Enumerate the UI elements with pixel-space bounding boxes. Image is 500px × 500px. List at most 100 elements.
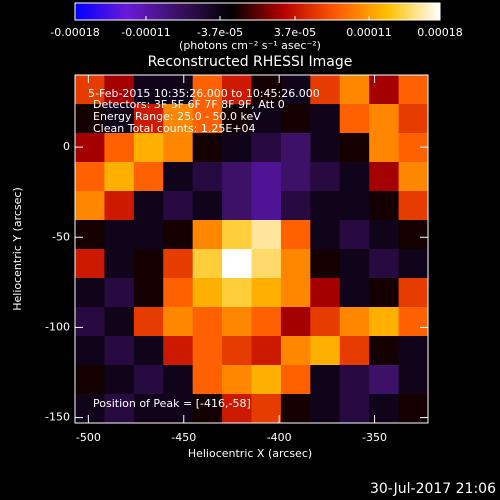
heatmap-cell [280, 220, 311, 250]
heatmap-cell [280, 162, 311, 192]
plot-layer: -0.00018 -0.00011 -3.7e-05 3.7e-05 0.00011 0.… [45, 2, 463, 444]
heatmap-cell [310, 278, 341, 308]
heatmap-cell [369, 307, 400, 337]
heatmap-cell [369, 133, 400, 163]
y-tick-label: -150 [45, 411, 70, 424]
heatmap-cell [310, 162, 341, 192]
heatmap-cell [280, 249, 311, 279]
heatmap-cell [133, 336, 164, 366]
heatmap-cell [133, 365, 164, 395]
heatmap-cell [163, 307, 194, 337]
heatmap-cell [339, 104, 370, 134]
heatmap-cell [163, 75, 194, 105]
heatmap-cell [280, 394, 311, 424]
y-tick-label: -50 [52, 230, 70, 243]
heatmap-cell [222, 394, 252, 424]
heatmap-cell [75, 104, 105, 134]
x-tick-label: -350 [362, 431, 387, 444]
heatmap-cell [222, 104, 252, 134]
heatmap-cell [192, 394, 223, 424]
heatmap-cell [75, 133, 105, 163]
heatmap-cell [398, 336, 429, 366]
heatmap-cell [192, 220, 223, 250]
heatmap-cell [104, 104, 135, 134]
heatmap-cell [280, 104, 311, 134]
heatmap-cell [222, 162, 252, 192]
heatmap-cell [222, 249, 252, 279]
heatmap-cell [163, 394, 194, 424]
heatmap-cell [369, 336, 400, 366]
heatmap-cell [339, 394, 370, 424]
heatmap-cell [133, 104, 164, 134]
heatmap-cell [75, 191, 105, 221]
colorbar-tick-label: -0.00011 [121, 26, 170, 39]
y-axis-label: Heliocentric Y (arcsec) [11, 187, 24, 311]
heatmap-cell [280, 278, 311, 308]
heatmap-cell [369, 191, 400, 221]
annotation: 5-Feb-2015 10:35:26.000 to 10:45:26.000 [88, 87, 320, 100]
heatmap-cell [251, 365, 282, 395]
heatmap-cell [398, 249, 429, 279]
heatmap-cell [280, 307, 311, 337]
x-tick-label: -400 [267, 431, 292, 444]
heatmap-cell [251, 133, 282, 163]
heatmap-cell [133, 191, 164, 221]
heatmap-cell [104, 133, 135, 163]
heatmap-cell [339, 162, 370, 192]
colorbar-tick-label: 0.00011 [346, 26, 392, 39]
heatmap-cell [369, 75, 400, 105]
heatmap-cell [104, 220, 135, 250]
heatmap-cell [251, 191, 282, 221]
chart-title: Reconstructed RHESSI Image [148, 54, 353, 70]
heatmap-cell [133, 278, 164, 308]
heatmap-cell [192, 104, 223, 134]
heatmap-cell [222, 365, 252, 395]
heatmap-cell [104, 162, 135, 192]
heatmap-cell [398, 75, 429, 105]
heatmap-cell [104, 365, 135, 395]
heatmap-cell [75, 278, 105, 308]
heatmap-cell [163, 336, 194, 366]
heatmap-cell [222, 307, 252, 337]
heatmap-cell [192, 249, 223, 279]
heatmap-cell [398, 394, 429, 424]
annotation: Detectors: 3F 5F 6F 7F 8F 9F, Att 0 [93, 98, 285, 111]
heatmap-cell [251, 162, 282, 192]
heatmap-cell [251, 394, 282, 424]
heatmap-cell [339, 307, 370, 337]
heatmap-cell [369, 249, 400, 279]
heatmap-cell [163, 133, 194, 163]
heatmap-cell [104, 278, 135, 308]
heatmap-cell [310, 191, 341, 221]
heatmap-cell [133, 307, 164, 337]
heatmap-cell [163, 162, 194, 192]
heatmap-cell [222, 133, 252, 163]
heatmap-cell [310, 104, 341, 134]
heatmap-cell [339, 75, 370, 105]
x-tick-label: -450 [171, 431, 196, 444]
heatmap-cell [75, 220, 105, 250]
heatmap-cell [251, 75, 282, 105]
heatmap-cell [163, 220, 194, 250]
colorbar-tick-label: 0.00018 [417, 26, 463, 39]
heatmap-cell [192, 162, 223, 192]
heatmap-cell [251, 104, 282, 134]
heatmap-cell [310, 220, 341, 250]
heatmap-cell [280, 75, 311, 105]
heatmap-cell [104, 394, 135, 424]
heatmap-cell [75, 75, 105, 105]
heatmap-cell [192, 75, 223, 105]
x-tick-label: -500 [76, 431, 101, 444]
heatmap-cell [104, 75, 135, 105]
heatmap-cell [398, 133, 429, 163]
heatmap-cell [75, 307, 105, 337]
heatmap-cell [369, 220, 400, 250]
heatmap-cell [222, 220, 252, 250]
heatmap-cell [133, 249, 164, 279]
heatmap-cell [133, 220, 164, 250]
colorbar-tick-label: 3.7e-05 [274, 26, 316, 39]
heatmap-cell [104, 336, 135, 366]
heatmap-cell [251, 278, 282, 308]
heatmap-cell [75, 394, 105, 424]
